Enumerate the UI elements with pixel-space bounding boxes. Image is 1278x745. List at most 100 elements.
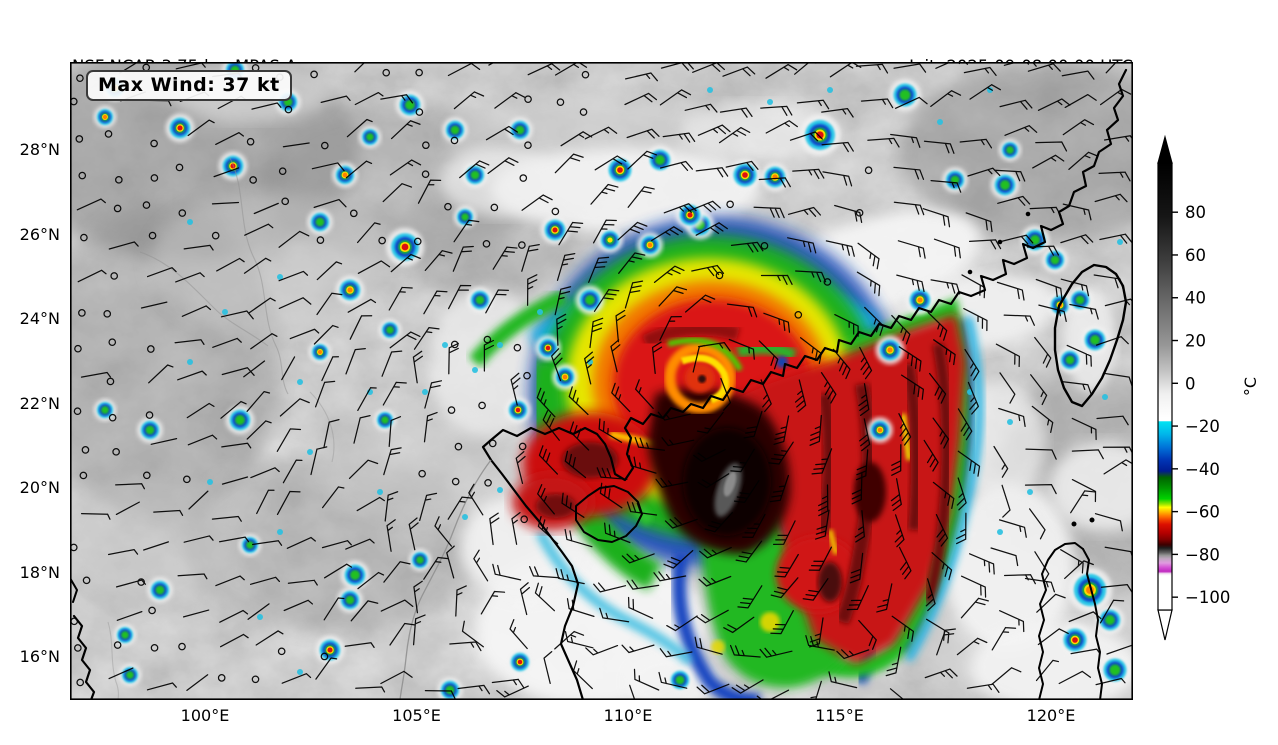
colorbar-gradient — [1157, 162, 1173, 611]
cyan-fleck — [377, 489, 383, 495]
map-panel: Max Wind: 37 kt — [70, 62, 1134, 701]
y-tick-label: 28°N — [19, 140, 60, 159]
x-tick-label: 120°E — [1026, 706, 1076, 725]
convective-cell — [1059, 624, 1091, 656]
convective-cell — [147, 577, 173, 603]
convective-cell — [408, 548, 432, 572]
colorbar: 80 60 40 20 0 −20 −40 −60 −80 −100 °C — [1140, 120, 1278, 660]
convective-cell — [1042, 247, 1068, 273]
colorbar-unit-label: °C — [1241, 377, 1260, 396]
coastline-hainan — [575, 485, 643, 543]
cyan-fleck — [207, 479, 213, 485]
convective-cell — [118, 663, 142, 687]
convective-cell — [437, 677, 463, 700]
cyan-fleck — [1117, 239, 1123, 245]
cyan-fleck — [472, 367, 478, 373]
cyclone-canopy — [468, 217, 983, 700]
convective-cell — [535, 335, 561, 361]
cyan-fleck — [257, 614, 263, 620]
colorbar-extend-max — [1157, 134, 1173, 164]
convective-cell — [395, 90, 425, 120]
convective-cell — [335, 275, 365, 305]
cyan-fleck — [497, 487, 503, 493]
coastline-luzon-east — [1082, 548, 1103, 700]
convective-cell — [462, 162, 488, 188]
convective-cell — [889, 79, 921, 111]
convective-cell — [760, 162, 790, 192]
cyan-fleck — [497, 342, 503, 348]
convective-cell — [729, 159, 761, 191]
x-tick-label: 105°E — [392, 706, 441, 725]
convective-cell — [552, 364, 578, 390]
convective-cell — [165, 113, 195, 143]
x-tick-label: 110°E — [603, 706, 653, 725]
colorbar-tick-label: −100 — [1185, 588, 1230, 607]
cyan-fleck — [222, 309, 228, 315]
border-lines — [107, 157, 492, 700]
cyan-fleck — [707, 87, 713, 93]
convective-cell — [905, 285, 935, 315]
cyan-fleck — [297, 669, 303, 675]
coastline-fragment — [70, 577, 78, 603]
convective-cell — [1067, 567, 1113, 613]
convective-cell — [604, 154, 636, 186]
colorbar-tick-label: −20 — [1185, 417, 1220, 436]
convective-cell — [1080, 325, 1110, 355]
convective-cell — [93, 398, 117, 422]
convective-cell — [667, 667, 693, 693]
convective-cell — [1095, 605, 1125, 635]
convective-cell — [575, 285, 605, 315]
colorbar-tick-label: 40 — [1185, 289, 1206, 308]
convective-cell — [332, 162, 358, 188]
cyan-fleck — [767, 99, 773, 105]
coastline-myanmar — [72, 614, 96, 700]
cyan-fleck — [1007, 419, 1013, 425]
convective-cell — [442, 117, 468, 143]
cyan-fleck — [277, 529, 283, 535]
cyan-fleck — [187, 219, 193, 225]
x-tick-label: 100°E — [180, 706, 230, 725]
convective-cell — [1067, 287, 1093, 313]
convective-cell — [378, 318, 402, 342]
cyan-fleck — [187, 359, 193, 365]
convective-cell — [637, 232, 663, 258]
x-tick-label: 115°E — [815, 706, 864, 725]
convective-cell — [505, 397, 531, 423]
convective-cell — [373, 408, 397, 432]
y-tick-label: 18°N — [19, 562, 60, 582]
cyan-fleck — [997, 529, 1003, 535]
convective-cell — [113, 623, 137, 647]
colorbar-tick-label: 80 — [1185, 203, 1206, 222]
colorbar-canvas: 80 60 40 20 0 −20 −40 −60 −80 −100 °C — [1157, 134, 1260, 641]
convective-cell — [867, 417, 893, 443]
cyan-fleck — [422, 389, 428, 395]
convective-cell — [990, 170, 1020, 200]
convective-cell — [1099, 654, 1131, 686]
colorbar-tick-label: −40 — [1185, 460, 1220, 479]
convective-cell — [467, 287, 493, 313]
colorbar-tick-label: −80 — [1185, 545, 1220, 564]
convective-cell — [998, 138, 1022, 162]
colorbar-tick-label: 20 — [1185, 332, 1206, 351]
convective-cell — [942, 167, 968, 193]
gray-cloud-texture — [70, 62, 1133, 692]
convective-cell — [875, 335, 905, 365]
cyan-fleck — [1027, 489, 1033, 495]
convective-cell — [225, 405, 255, 435]
cyan-fleck — [827, 87, 833, 93]
convective-cell — [540, 215, 570, 245]
convective-cell — [337, 587, 363, 613]
coastline-taiwan — [1053, 263, 1128, 408]
y-tick-label: 24°N — [19, 309, 60, 328]
cyan-fleck — [442, 342, 448, 348]
cyan-fleck — [277, 274, 283, 280]
convective-cell — [1057, 347, 1083, 373]
convective-cell — [93, 105, 117, 129]
y-tick-label: 22°N — [19, 393, 60, 413]
colorbar-extend-min — [1157, 609, 1173, 641]
y-tick-label: 16°N — [19, 647, 60, 666]
colorbar-tick-label: 0 — [1185, 374, 1196, 393]
cyan-fleck — [1102, 394, 1108, 400]
convective-cell — [308, 340, 332, 364]
